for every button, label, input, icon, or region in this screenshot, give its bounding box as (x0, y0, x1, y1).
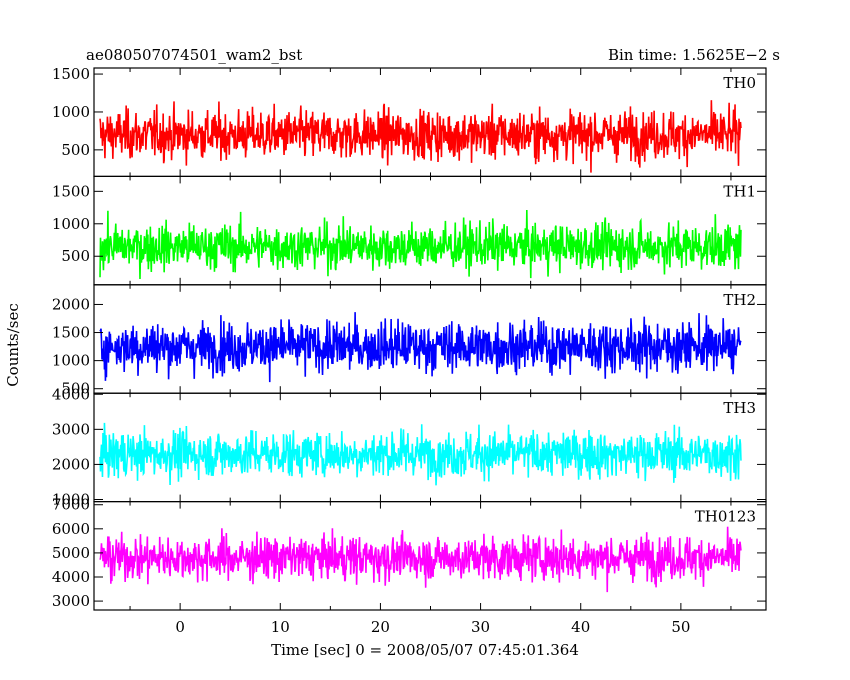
y-tick-label: 6000 (52, 520, 90, 538)
series-line-th0123 (99, 526, 742, 593)
y-tick-label: 4000 (52, 385, 90, 403)
y-tick-label: 500 (61, 247, 90, 265)
y-tick-label: 3000 (52, 420, 90, 438)
y-tick-label: 1000 (52, 352, 90, 370)
panel-frame (93, 501, 767, 611)
panel-label-th0: TH0 (723, 74, 756, 92)
y-axis-label: Counts/sec (4, 303, 22, 387)
y-tick-label: 2000 (52, 455, 90, 473)
series-line-th0 (99, 100, 742, 173)
panel-th1: 500 1000 1500 TH1 (52, 175, 767, 286)
y-tick-label: 1500 (52, 65, 90, 83)
y-tick-label: 500 (61, 141, 90, 159)
panel-label-th2: TH2 (723, 291, 756, 309)
x-axis-label: Time [sec] 0 = 2008/05/07 07:45:01.364 (271, 641, 579, 659)
y-tick-label: 3000 (52, 592, 90, 610)
panel-th3: 1000 2000 3000 4000 TH3 (52, 385, 767, 508)
panel-th2: 500 1000 1500 2000 TH2 (52, 284, 767, 398)
y-tick-label: 1500 (52, 324, 90, 342)
x-tick-label: 40 (571, 618, 590, 636)
x-tick-label: 30 (471, 618, 490, 636)
x-tick-label: 0 (175, 618, 185, 636)
chart-title: ae080507074501_wam2_bst (86, 46, 302, 64)
panel-th0123: 3000 4000 5000 6000 7000 TH0123 (52, 496, 767, 611)
x-tick-label: 50 (671, 618, 690, 636)
y-tick-label: 5000 (52, 544, 90, 562)
x-tick-label: 20 (371, 618, 390, 636)
panel-label-th0123: TH0123 (695, 508, 756, 526)
series-line-th2 (99, 312, 742, 383)
x-tick-label: 10 (271, 618, 290, 636)
panel-frame (93, 67, 767, 178)
y-tick-label: 1000 (52, 103, 90, 121)
y-tick-label: 1500 (52, 182, 90, 200)
y-tick-label: 1000 (52, 215, 90, 233)
y-tick-label: 7000 (52, 496, 90, 514)
panel-label-th3: TH3 (723, 399, 756, 417)
y-tick-label: 2000 (52, 295, 90, 313)
series-line-th3 (99, 422, 742, 486)
panel-label-th1: TH1 (723, 182, 756, 200)
y-tick-label: 500 (61, 380, 90, 398)
series-line-th1 (99, 209, 742, 280)
y-tick-label: 4000 (52, 568, 90, 586)
y-tick-label: 1000 (52, 490, 90, 508)
panel-th0: 500 1000 1500 TH0 (52, 65, 767, 178)
bin-time-label: Bin time: 1.5625E−2 s (608, 46, 780, 64)
